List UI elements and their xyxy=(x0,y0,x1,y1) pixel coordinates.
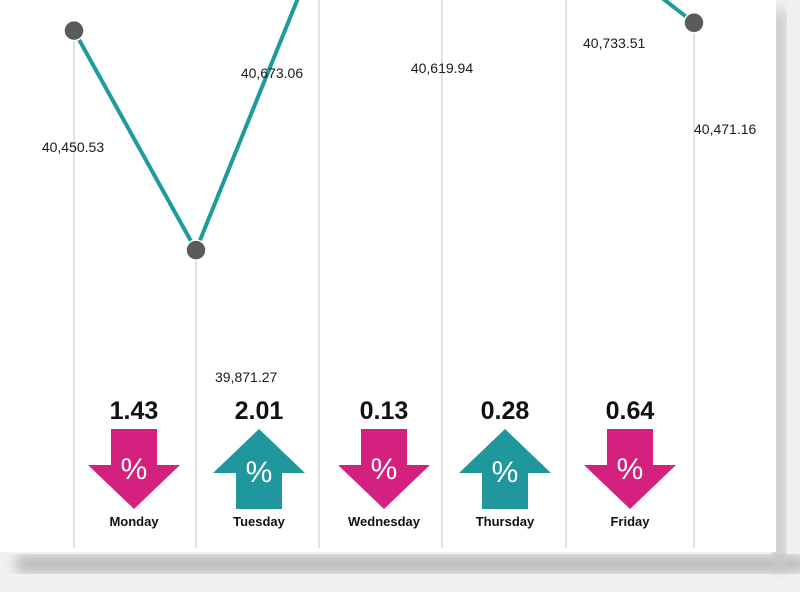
change-value: 0.13 xyxy=(360,397,409,425)
percent-icon: % xyxy=(617,453,644,486)
down-arrow-icon xyxy=(584,429,676,509)
data-point xyxy=(185,239,207,261)
percent-icon: % xyxy=(492,456,519,489)
data-label: 40,673.06 xyxy=(241,65,303,81)
series-line xyxy=(72,0,696,253)
day-change-thursday: 0.28% Thursday xyxy=(459,397,551,529)
day-label: Friday xyxy=(610,514,650,529)
up-arrow-icon xyxy=(213,429,305,509)
day-change-friday: 0.64% Friday xyxy=(584,397,676,529)
day-label: Tuesday xyxy=(233,514,286,529)
data-label: 40,450.53 xyxy=(42,139,104,155)
down-arrow-icon xyxy=(338,429,430,509)
up-arrow-icon xyxy=(459,429,551,509)
data-label: 40,471.16 xyxy=(694,121,756,137)
data-point xyxy=(683,12,705,34)
down-arrow-icon xyxy=(88,429,180,509)
change-value: 2.01 xyxy=(235,397,284,425)
percent-icon: % xyxy=(246,456,273,489)
day-change-tuesday: 2.01% Tuesday xyxy=(213,397,305,529)
data-points xyxy=(63,12,705,261)
daily-changes: 1.43% Monday 2.01% Tuesday 0.13% Wednesday 0.2… xyxy=(88,397,676,529)
change-value: 1.43 xyxy=(110,397,159,425)
change-value: 0.28 xyxy=(481,397,530,425)
day-change-wednesday: 0.13% Wednesday xyxy=(338,397,430,529)
day-label: Wednesday xyxy=(348,514,421,529)
day-label: Thursday xyxy=(476,514,535,529)
guide-lines xyxy=(73,0,695,548)
day-label: Monday xyxy=(109,514,159,529)
change-value: 0.64 xyxy=(606,397,655,425)
series-polyline xyxy=(72,0,696,253)
percent-icon: % xyxy=(371,453,398,486)
day-change-monday: 1.43% Monday xyxy=(88,397,180,529)
data-label: 40,619.94 xyxy=(411,60,473,76)
data-labels: 40,450.53 39,871.27 40,673.06 40,619.94 40,7… xyxy=(42,35,757,385)
data-point xyxy=(63,19,85,42)
data-label: 40,733.51 xyxy=(583,35,645,51)
percent-icon: % xyxy=(121,453,148,486)
panel-shadow xyxy=(16,555,800,573)
data-label: 39,871.27 xyxy=(215,369,277,385)
